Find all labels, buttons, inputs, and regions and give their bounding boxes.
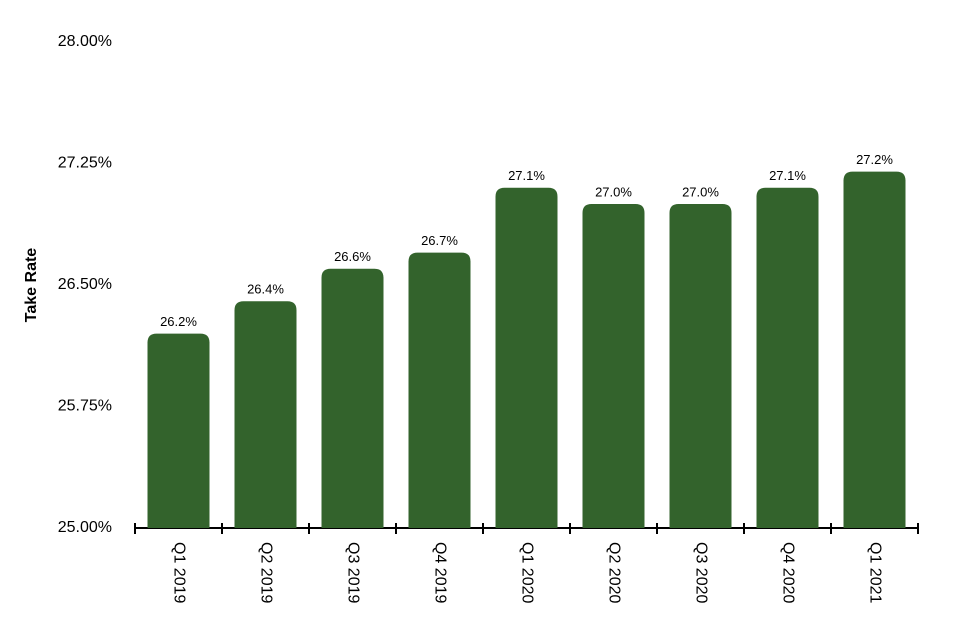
bar (408, 252, 471, 528)
x-tick-label: Q1 2021 (866, 542, 883, 603)
bar (756, 187, 819, 529)
x-tick-label: Q1 2020 (518, 542, 535, 603)
y-tick-label: 26.50% (58, 276, 112, 293)
value-label: 27.0% (595, 184, 632, 199)
bar (234, 301, 297, 528)
x-tick-label: Q4 2019 (431, 542, 448, 603)
bar (321, 268, 384, 528)
x-tick-label: Q3 2020 (692, 542, 709, 603)
bar (669, 204, 732, 528)
y-tick-label: 25.00% (58, 519, 112, 536)
value-label: 27.0% (682, 184, 719, 199)
bar (582, 204, 645, 528)
y-tick-label: 25.75% (58, 398, 112, 415)
x-tick-label: Q1 2019 (170, 542, 187, 603)
bar (495, 187, 558, 529)
x-tick-label: Q4 2020 (779, 542, 796, 603)
x-tick-label: Q2 2019 (257, 542, 274, 603)
value-label: 26.4% (247, 282, 284, 297)
value-label: 27.1% (769, 168, 806, 183)
x-tick-label: Q2 2020 (605, 542, 622, 603)
y-tick-label: 28.00% (58, 33, 112, 50)
value-label: 26.7% (421, 233, 458, 248)
value-label: 27.2% (856, 152, 893, 167)
bar (147, 333, 210, 528)
x-tick-label: Q3 2019 (344, 542, 361, 603)
value-label: 26.2% (160, 314, 197, 329)
y-tick-label: 27.25% (58, 155, 112, 172)
value-label: 26.6% (334, 249, 371, 264)
bar (843, 171, 906, 528)
y-axis-label: Take Rate (23, 248, 40, 323)
value-label: 27.1% (508, 168, 545, 183)
